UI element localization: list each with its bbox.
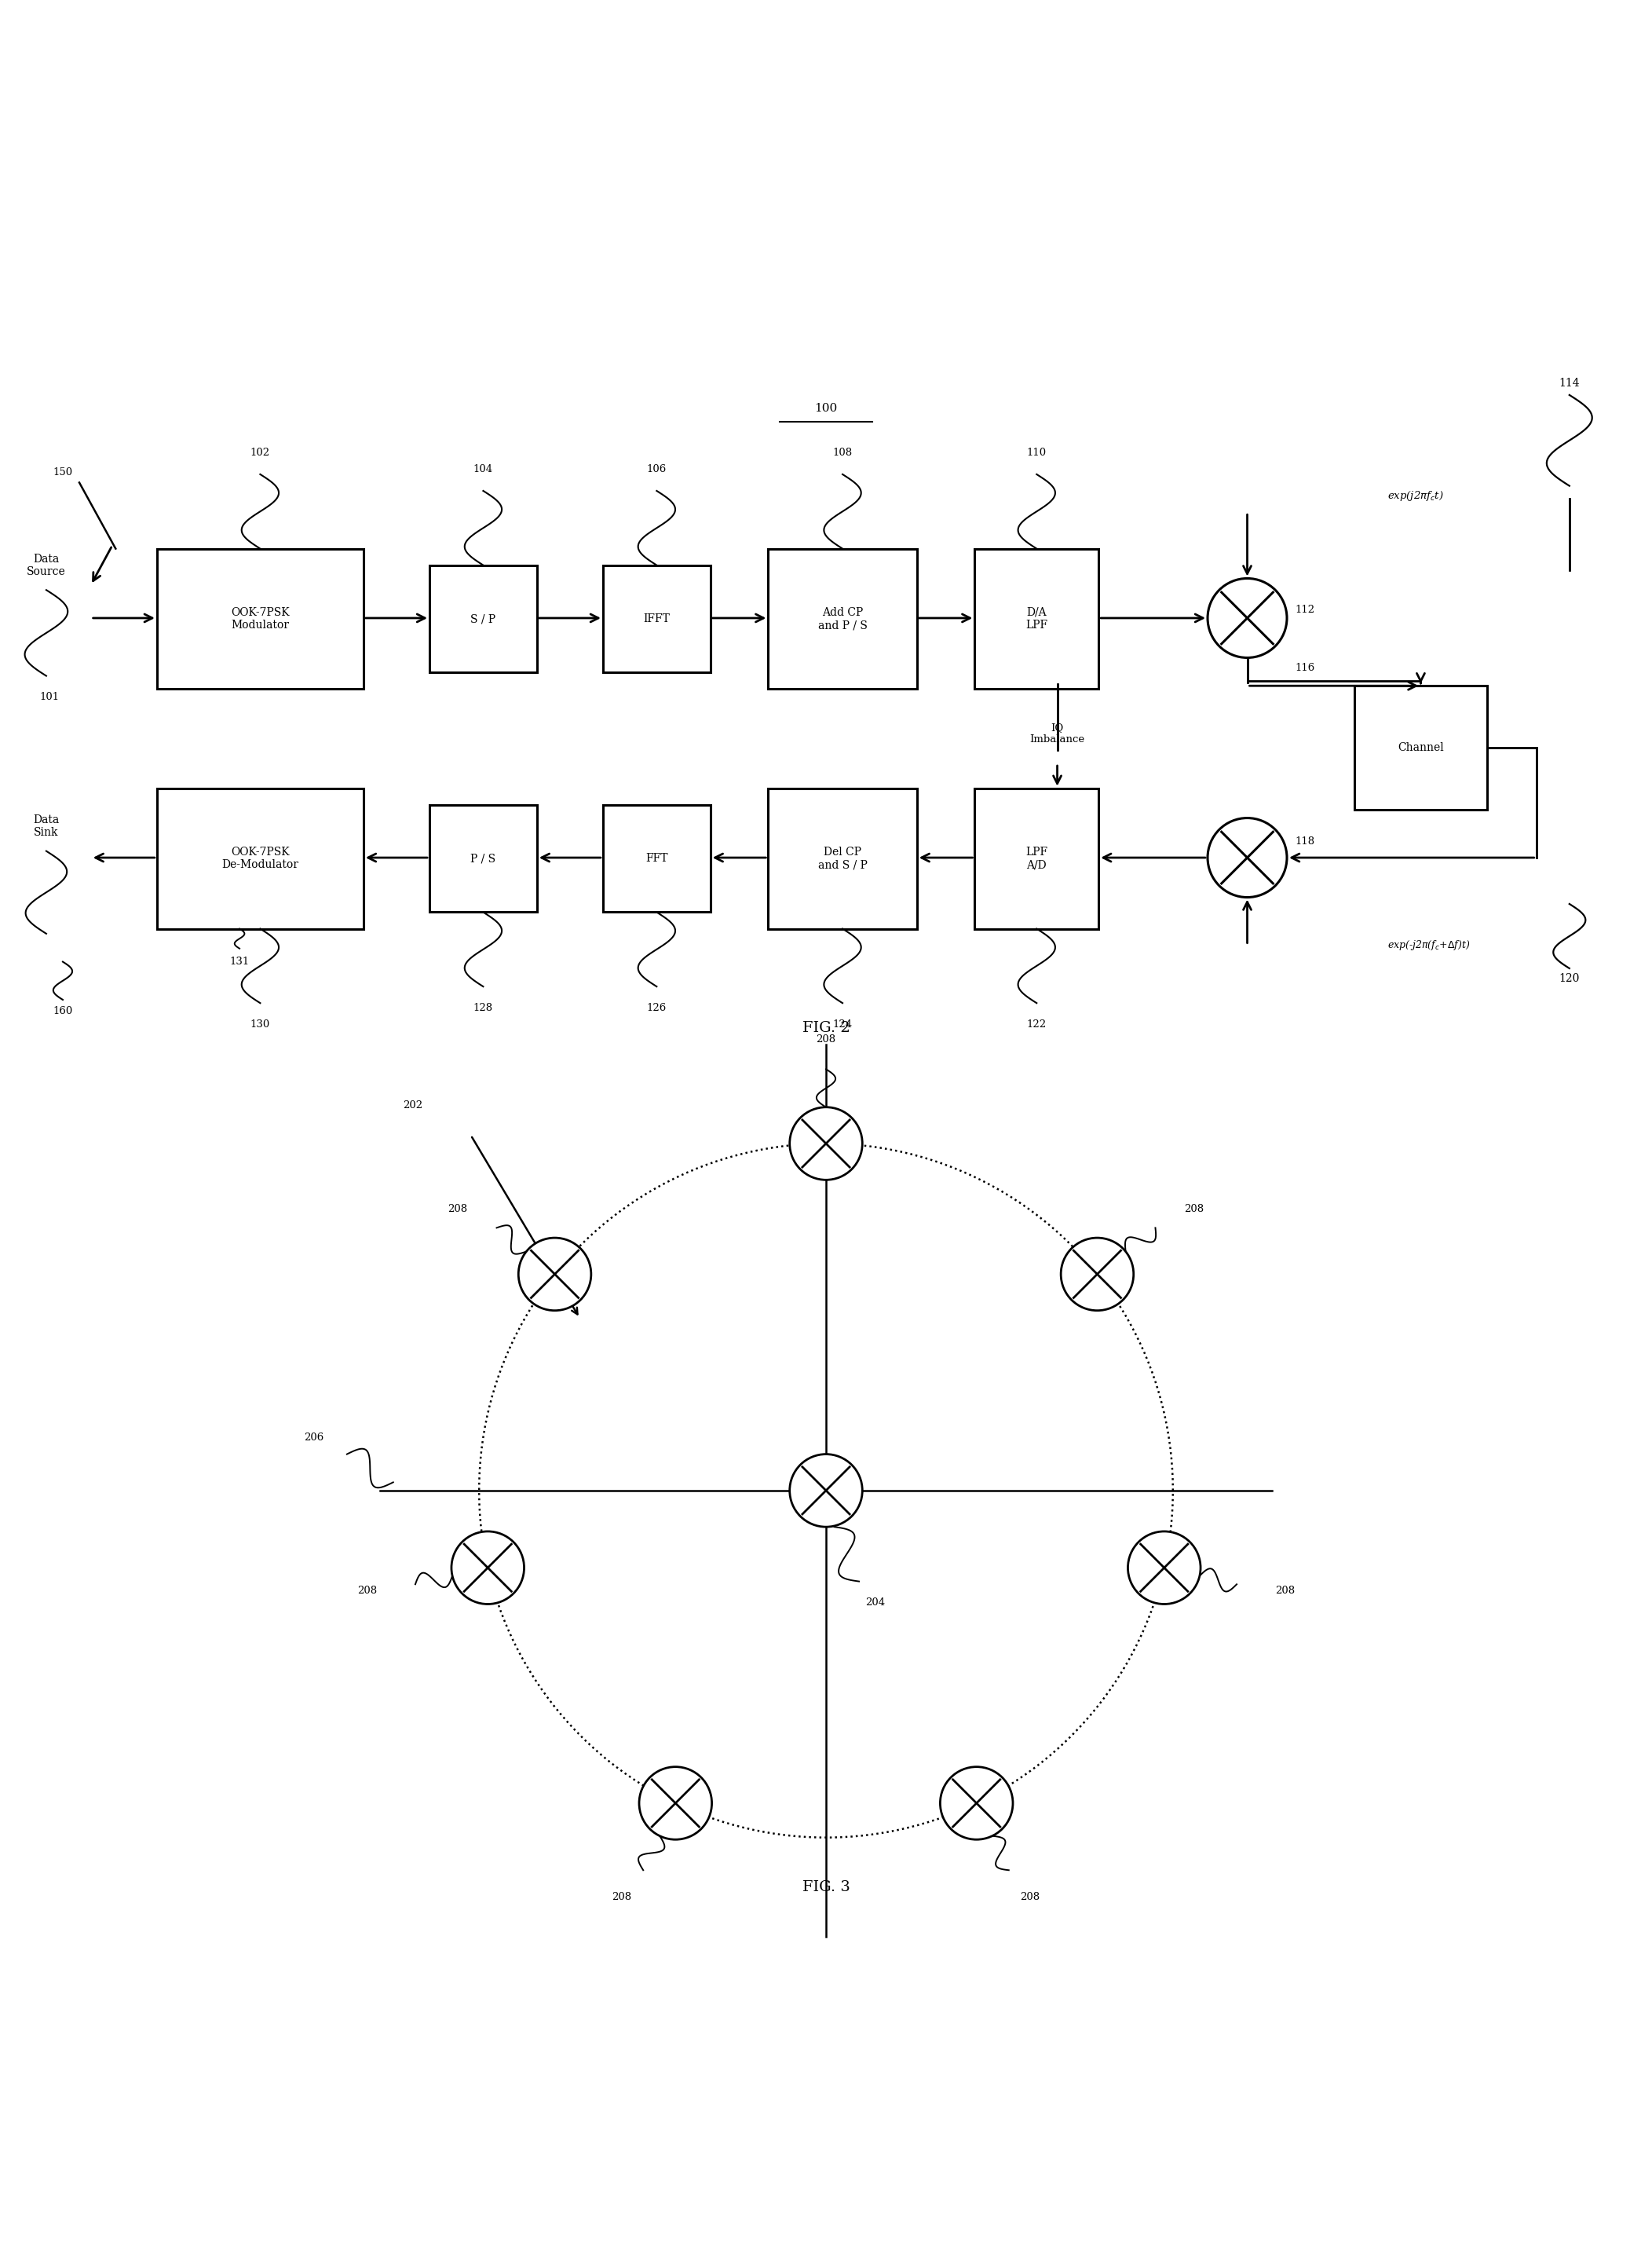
Circle shape (1061, 1237, 1133, 1310)
Text: S / P: S / P (471, 613, 496, 624)
Circle shape (451, 1530, 524, 1605)
Text: Channel: Channel (1398, 742, 1444, 753)
Text: 126: 126 (646, 1003, 667, 1014)
FancyBboxPatch shape (430, 805, 537, 913)
Text: 208: 208 (1184, 1204, 1204, 1215)
Text: P / S: P / S (471, 852, 496, 863)
Text: 202: 202 (403, 1100, 423, 1111)
FancyBboxPatch shape (157, 548, 363, 690)
Text: 208: 208 (816, 1035, 836, 1044)
Circle shape (1208, 818, 1287, 897)
Text: exp(j2$\pi$f$_c$t): exp(j2$\pi$f$_c$t) (1388, 489, 1444, 503)
Text: 130: 130 (249, 1019, 271, 1030)
Text: 102: 102 (251, 449, 269, 458)
Text: IFFT: IFFT (643, 613, 671, 624)
Text: 114: 114 (1559, 379, 1579, 390)
Text: Del CP
and S / P: Del CP and S / P (818, 848, 867, 870)
Text: Add CP
and P / S: Add CP and P / S (818, 606, 867, 631)
Text: 112: 112 (1295, 604, 1315, 615)
Text: 106: 106 (646, 464, 667, 473)
Text: 208: 208 (611, 1891, 631, 1902)
Text: OOK-7PSK
Modulator: OOK-7PSK Modulator (231, 606, 289, 631)
Circle shape (940, 1767, 1013, 1839)
Circle shape (639, 1767, 712, 1839)
FancyBboxPatch shape (975, 789, 1099, 929)
Text: FIG. 3: FIG. 3 (803, 1880, 849, 1893)
Text: FIG. 2: FIG. 2 (803, 1021, 849, 1035)
Text: 208: 208 (357, 1587, 377, 1596)
Text: exp(-j2$\pi$(f$_c$+$\Delta$f)t): exp(-j2$\pi$(f$_c$+$\Delta$f)t) (1388, 938, 1470, 951)
Text: 101: 101 (40, 692, 59, 703)
FancyBboxPatch shape (430, 566, 537, 672)
Text: OOK-7PSK
De-Modulator: OOK-7PSK De-Modulator (221, 848, 299, 870)
Text: 108: 108 (833, 449, 852, 458)
Text: FFT: FFT (646, 852, 667, 863)
Text: 104: 104 (474, 464, 492, 473)
Text: Data
Source: Data Source (26, 552, 66, 577)
Text: 124: 124 (833, 1019, 852, 1030)
Text: 120: 120 (1559, 974, 1579, 983)
Circle shape (1208, 579, 1287, 658)
FancyBboxPatch shape (157, 789, 363, 929)
Text: 131: 131 (230, 956, 249, 967)
Text: 118: 118 (1295, 836, 1315, 845)
Text: D/A
LPF: D/A LPF (1026, 606, 1047, 631)
Text: 110: 110 (1028, 449, 1046, 458)
Text: 150: 150 (53, 467, 73, 478)
Text: 122: 122 (1028, 1019, 1046, 1030)
Circle shape (1128, 1530, 1201, 1605)
Text: 206: 206 (304, 1434, 324, 1443)
Text: LPF
A/D: LPF A/D (1026, 848, 1047, 870)
FancyBboxPatch shape (603, 566, 710, 672)
FancyBboxPatch shape (768, 548, 917, 690)
Text: 116: 116 (1295, 663, 1315, 672)
FancyBboxPatch shape (603, 805, 710, 913)
FancyBboxPatch shape (975, 548, 1099, 690)
Text: 204: 204 (866, 1598, 885, 1607)
Text: 208: 208 (1021, 1891, 1041, 1902)
Circle shape (519, 1237, 591, 1310)
Text: 160: 160 (53, 1005, 73, 1017)
Text: 100: 100 (814, 403, 838, 415)
FancyBboxPatch shape (768, 789, 917, 929)
Text: IQ
Imbalance: IQ Imbalance (1029, 724, 1085, 744)
Text: Data
Sink: Data Sink (33, 814, 59, 838)
FancyBboxPatch shape (1355, 685, 1487, 809)
Text: 208: 208 (1275, 1587, 1295, 1596)
Text: 128: 128 (474, 1003, 492, 1014)
Circle shape (790, 1107, 862, 1179)
Text: 208: 208 (448, 1204, 468, 1215)
Circle shape (790, 1454, 862, 1526)
